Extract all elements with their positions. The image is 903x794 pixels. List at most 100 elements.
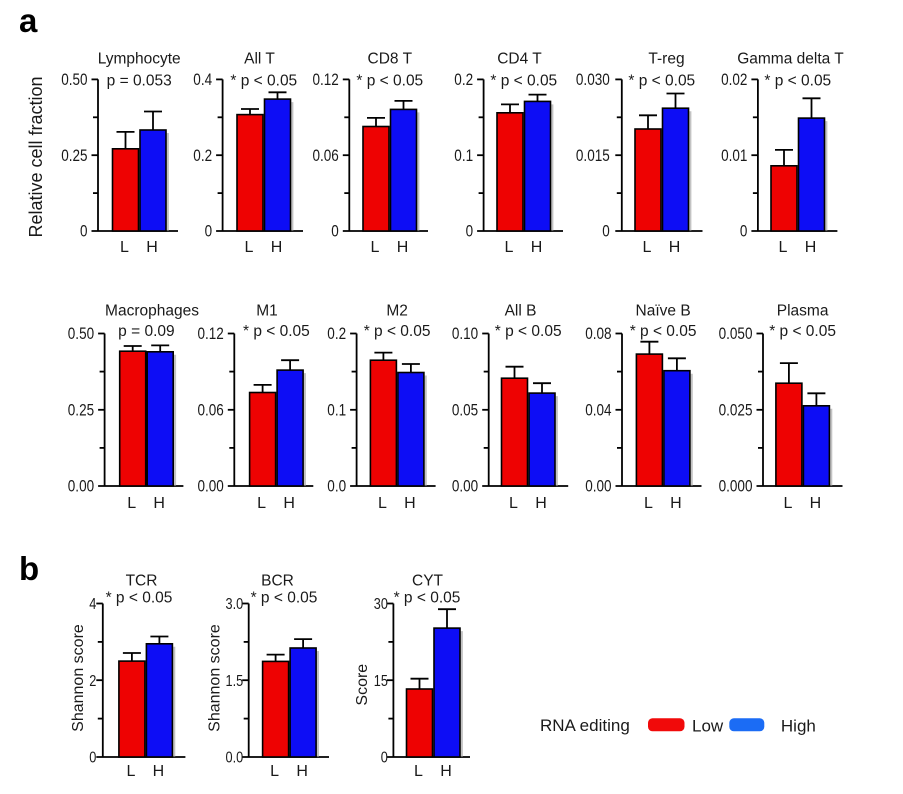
svg-text:L: L [783,495,792,512]
svg-text:H: H [271,239,283,256]
svg-text:All B: All B [505,303,537,320]
svg-text:0.50: 0.50 [68,325,94,343]
svg-text:L: L [120,239,129,256]
svg-text:L: L [378,495,387,512]
svg-text:L: L [643,239,652,256]
svg-text:0.025: 0.025 [719,401,753,419]
svg-text:H: H [440,763,452,780]
svg-text:H: H [669,239,681,256]
svg-text:0.2: 0.2 [454,71,473,89]
svg-text:0.06: 0.06 [198,401,224,419]
svg-text:BCR: BCR [261,573,294,590]
svg-text:0.0: 0.0 [327,478,346,496]
svg-text:0.10: 0.10 [452,325,478,343]
svg-text:0.05: 0.05 [452,401,478,419]
svg-text:L: L [270,763,279,780]
svg-text:0.4: 0.4 [193,71,212,89]
svg-text:M1: M1 [256,303,278,320]
svg-text:0.50: 0.50 [61,71,87,89]
svg-text:0: 0 [89,750,96,767]
svg-text:1.5: 1.5 [226,673,244,690]
svg-text:3.0: 3.0 [226,596,244,613]
svg-text:H: H [153,495,165,512]
svg-text:High: High [781,717,816,736]
svg-text:H: H [531,239,543,256]
svg-text:H: H [805,239,817,256]
svg-text:TCR: TCR [126,573,158,590]
svg-text:0.08: 0.08 [585,325,611,343]
svg-text:L: L [245,239,254,256]
svg-text:M2: M2 [386,303,408,320]
svg-text:All T: All T [244,51,275,68]
svg-text:H: H [397,239,409,256]
svg-text:0: 0 [602,223,610,241]
svg-text:0: 0 [466,223,474,241]
svg-text:Gamma delta T: Gamma delta T [737,51,844,68]
svg-text:Lymphocyte: Lymphocyte [98,51,181,68]
svg-text:L: L [126,763,135,780]
svg-text:* p < 0.05: * p < 0.05 [490,73,557,90]
svg-text:0.00: 0.00 [585,478,611,496]
svg-text:0.0: 0.0 [226,750,244,767]
svg-text:a: a [19,2,38,39]
svg-text:0.1: 0.1 [327,401,346,419]
svg-text:0.00: 0.00 [198,478,224,496]
svg-text:H: H [404,495,416,512]
svg-text:* p < 0.05: * p < 0.05 [628,73,695,90]
svg-text:L: L [414,763,423,780]
svg-text:* p < 0.05: * p < 0.05 [230,73,297,90]
svg-text:* p < 0.05: * p < 0.05 [243,323,310,340]
svg-text:p = 0.053: p = 0.053 [107,73,172,90]
svg-text:0.015: 0.015 [576,147,610,165]
svg-text:CD8 T: CD8 T [368,51,413,68]
svg-text:L: L [779,239,788,256]
svg-text:30: 30 [374,596,388,613]
svg-text:b: b [19,550,39,587]
svg-text:* p < 0.05: * p < 0.05 [495,323,562,340]
svg-text:H: H [153,763,165,780]
svg-text:Macrophages: Macrophages [105,303,199,320]
svg-text:CD4 T: CD4 T [497,51,542,68]
svg-text:0.12: 0.12 [313,71,339,89]
svg-text:Shannon score: Shannon score [207,624,224,732]
svg-text:H: H [810,495,822,512]
svg-text:L: L [127,495,136,512]
svg-text:L: L [371,239,380,256]
svg-text:0.01: 0.01 [721,147,747,165]
svg-text:L: L [505,239,514,256]
svg-text:0.1: 0.1 [454,147,473,165]
svg-text:0.02: 0.02 [721,71,747,89]
svg-text:Score: Score [354,664,371,706]
svg-text:0.00: 0.00 [452,478,478,496]
svg-text:L: L [257,495,266,512]
svg-text:* p < 0.05: * p < 0.05 [764,73,831,90]
svg-text:* p < 0.05: * p < 0.05 [630,323,697,340]
svg-text:0.000: 0.000 [719,478,753,496]
svg-text:H: H [283,495,295,512]
svg-text:Naïve B: Naïve B [636,303,691,320]
svg-text:0.2: 0.2 [327,325,346,343]
svg-text:* p < 0.05: * p < 0.05 [106,590,173,607]
svg-text:0: 0 [205,223,213,241]
svg-text:* p < 0.05: * p < 0.05 [769,323,836,340]
svg-text:0.050: 0.050 [719,325,753,343]
svg-text:* p < 0.05: * p < 0.05 [251,590,318,607]
svg-text:0.030: 0.030 [576,71,610,89]
svg-text:0.25: 0.25 [61,147,87,165]
svg-text:Shannon score: Shannon score [70,624,87,732]
svg-text:CYT: CYT [412,573,444,590]
svg-text:L: L [644,495,653,512]
svg-text:0.12: 0.12 [198,325,224,343]
svg-text:* p < 0.05: * p < 0.05 [356,73,423,90]
svg-text:0.06: 0.06 [313,147,339,165]
svg-text:T-reg: T-reg [648,51,684,68]
svg-text:H: H [670,495,682,512]
svg-text:0: 0 [80,223,88,241]
svg-text:H: H [146,239,158,256]
svg-text:H: H [535,495,547,512]
svg-text:L: L [509,495,518,512]
svg-text:2: 2 [89,673,96,690]
svg-text:0.04: 0.04 [585,401,611,419]
svg-text:0: 0 [381,750,388,767]
svg-text:0.2: 0.2 [193,147,212,165]
